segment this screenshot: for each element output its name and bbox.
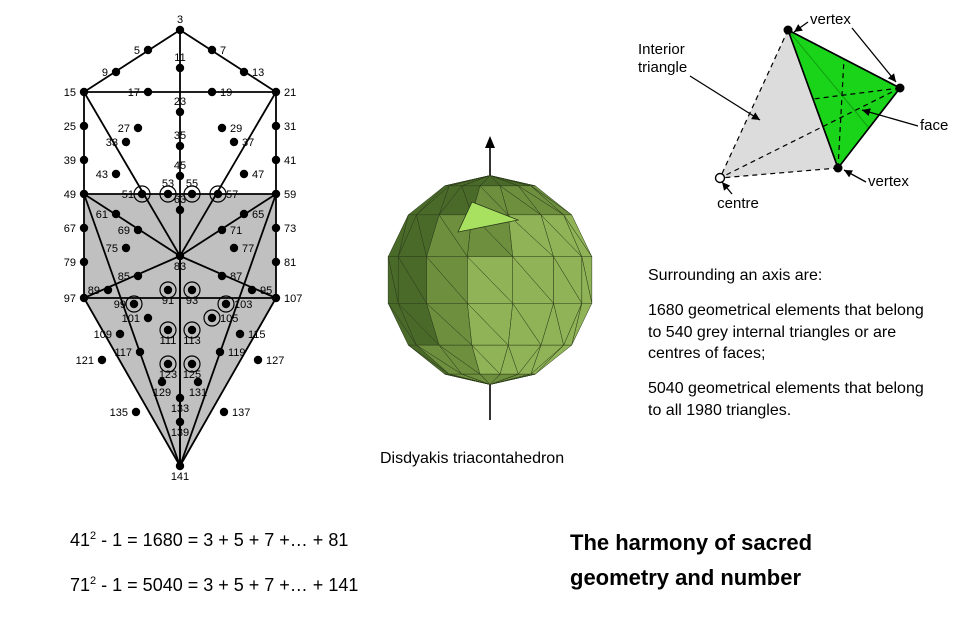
- svg-text:81: 81: [284, 257, 296, 269]
- tree-diagram: 3579111315171921232527293133353739414345…: [30, 8, 330, 488]
- svg-text:centre: centre: [717, 195, 759, 212]
- svg-text:75: 75: [106, 243, 118, 255]
- svg-text:33: 33: [106, 137, 118, 149]
- svg-text:107: 107: [284, 293, 302, 305]
- svg-text:127: 127: [266, 355, 284, 367]
- svg-text:109: 109: [94, 329, 112, 341]
- svg-text:25: 25: [64, 121, 76, 133]
- svg-text:41: 41: [284, 155, 296, 167]
- svg-text:137: 137: [232, 407, 250, 419]
- svg-text:7: 7: [220, 45, 226, 57]
- svg-text:103: 103: [234, 299, 252, 311]
- svg-text:91: 91: [162, 295, 174, 307]
- svg-text:115: 115: [248, 329, 266, 341]
- svg-text:35: 35: [174, 130, 186, 142]
- svg-text:71: 71: [230, 225, 242, 237]
- svg-text:65: 65: [252, 209, 264, 221]
- svg-text:95: 95: [260, 285, 272, 297]
- svg-text:13: 13: [252, 67, 264, 79]
- svg-text:139: 139: [171, 427, 189, 439]
- svg-text:11: 11: [174, 52, 185, 64]
- svg-text:123: 123: [159, 369, 177, 381]
- svg-text:133: 133: [171, 403, 189, 415]
- svg-text:27: 27: [118, 123, 130, 135]
- svg-text:113: 113: [183, 335, 201, 347]
- svg-text:9: 9: [102, 67, 108, 79]
- svg-text:57: 57: [226, 189, 238, 201]
- svg-text:83: 83: [174, 261, 186, 273]
- svg-text:37: 37: [242, 137, 254, 149]
- equation-2: 712 - 1 = 5040 = 3 + 5 + 7 +… + 141: [70, 575, 358, 596]
- tetra-diagram: vertex face vertex centre Interiortriangle: [620, 10, 950, 230]
- svg-text:49: 49: [64, 189, 76, 201]
- svg-text:5: 5: [134, 45, 140, 57]
- svg-text:43: 43: [96, 169, 108, 181]
- svg-text:67: 67: [64, 223, 76, 235]
- svg-text:31: 31: [284, 121, 296, 133]
- svg-text:55: 55: [186, 178, 198, 190]
- svg-text:87: 87: [230, 271, 242, 283]
- svg-text:101: 101: [122, 313, 140, 325]
- svg-text:117: 117: [114, 347, 132, 359]
- svg-text:vertex: vertex: [868, 173, 909, 190]
- title-line1: The harmony of sacred: [570, 530, 812, 556]
- surrounding-para2: 5040 geometrical elements that belong to…: [648, 378, 938, 421]
- svg-text:129: 129: [153, 387, 171, 399]
- svg-text:99: 99: [114, 299, 126, 311]
- svg-text:73: 73: [284, 223, 296, 235]
- svg-text:21: 21: [284, 87, 296, 99]
- svg-text:17: 17: [128, 87, 140, 99]
- polyhedron-caption: Disdyakis triacontahedron: [380, 450, 564, 468]
- svg-text:121: 121: [76, 355, 94, 367]
- svg-text:face: face: [920, 117, 948, 134]
- svg-text:97: 97: [64, 293, 76, 305]
- svg-text:125: 125: [183, 369, 201, 381]
- svg-text:93: 93: [186, 295, 198, 307]
- svg-text:141: 141: [171, 471, 189, 483]
- svg-text:105: 105: [220, 313, 238, 325]
- svg-text:61: 61: [96, 209, 108, 221]
- svg-text:63: 63: [174, 194, 186, 206]
- svg-text:vertex: vertex: [810, 11, 851, 28]
- polyhedron-diagram: [360, 120, 620, 440]
- svg-text:89: 89: [88, 285, 100, 297]
- svg-text:53: 53: [162, 178, 174, 190]
- title-line2: geometry and number: [570, 565, 801, 591]
- svg-text:119: 119: [228, 347, 246, 359]
- svg-text:79: 79: [64, 257, 76, 269]
- svg-text:23: 23: [174, 96, 186, 108]
- svg-text:77: 77: [242, 243, 254, 255]
- svg-text:39: 39: [64, 155, 76, 167]
- svg-text:111: 111: [160, 335, 177, 347]
- svg-text:3: 3: [177, 14, 183, 26]
- svg-text:51: 51: [122, 189, 134, 201]
- svg-text:15: 15: [64, 87, 76, 99]
- svg-text:59: 59: [284, 189, 296, 201]
- surrounding-heading: Surrounding an axis are:: [648, 265, 938, 287]
- surrounding-para1: 1680 geometrical elements that belong to…: [648, 300, 938, 365]
- svg-text:131: 131: [189, 387, 207, 399]
- svg-text:45: 45: [174, 160, 186, 172]
- svg-text:135: 135: [110, 407, 128, 419]
- svg-text:69: 69: [118, 225, 130, 237]
- svg-text:85: 85: [118, 271, 130, 283]
- svg-text:19: 19: [220, 87, 232, 99]
- svg-text:triangle: triangle: [638, 59, 687, 76]
- equation-1: 412 - 1 = 1680 = 3 + 5 + 7 +… + 81: [70, 530, 348, 551]
- svg-text:29: 29: [230, 123, 242, 135]
- svg-text:Interior: Interior: [638, 41, 685, 58]
- svg-text:47: 47: [252, 169, 264, 181]
